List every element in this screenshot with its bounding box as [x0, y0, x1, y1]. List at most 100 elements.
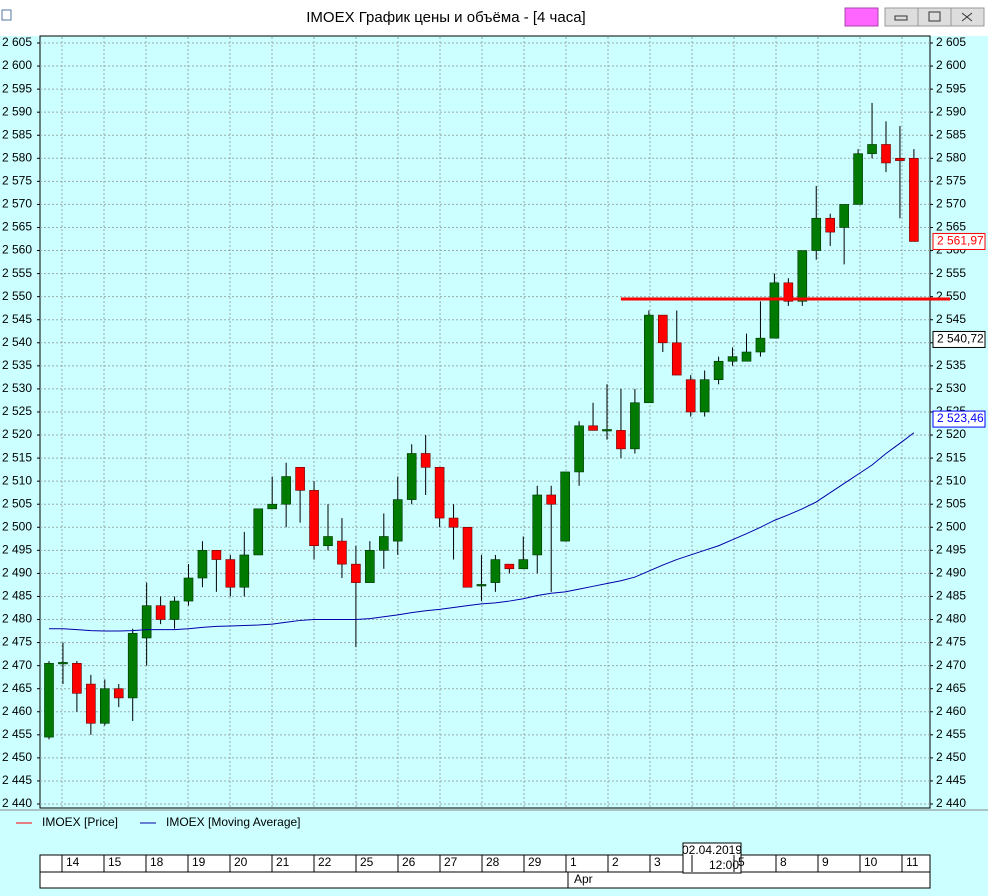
- y-tick-label: 2 510: [2, 473, 32, 487]
- candle-body: [741, 351, 752, 362]
- candle-body: [588, 425, 598, 431]
- y-tick-label: 2 590: [936, 104, 966, 118]
- y-tick-label: 2 535: [936, 358, 966, 372]
- minimize-button[interactable]: [884, 7, 919, 27]
- candle-body: [420, 453, 431, 468]
- candle-body: [783, 282, 794, 302]
- y-tick-label: 2 595: [936, 81, 966, 95]
- y-tick-label: 2 570: [936, 197, 966, 211]
- close-icon: [961, 12, 973, 22]
- price-label: 2 561,97: [937, 234, 984, 248]
- day-label: 21: [276, 855, 290, 869]
- candle-body: [727, 356, 738, 362]
- y-tick-label: 2 495: [936, 543, 966, 557]
- y-tick-label: 2 455: [2, 727, 32, 741]
- candle-body: [72, 663, 82, 694]
- y-tick-label: 2 600: [2, 58, 32, 72]
- candle-body: [351, 563, 361, 583]
- y-tick-label: 2 495: [2, 543, 32, 557]
- day-label: 3: [654, 855, 661, 869]
- candle-body: [281, 476, 291, 505]
- y-tick-label: 2 485: [936, 589, 966, 603]
- y-tick-label: 2 455: [936, 727, 966, 741]
- candle-body: [839, 204, 849, 228]
- y-tick-label: 2 550: [2, 289, 32, 303]
- y-tick-label: 2 475: [2, 635, 32, 649]
- y-tick-label: 2 520: [2, 427, 32, 441]
- y-tick-label: 2 595: [2, 81, 32, 95]
- y-tick-label: 2 555: [2, 266, 32, 280]
- y-tick-label: 2 540: [2, 335, 32, 349]
- y-tick-label: 2 535: [2, 358, 32, 372]
- candle-body: [574, 425, 584, 473]
- y-tick-label: 2 500: [2, 519, 32, 533]
- chart-layer: 2 440 2 440 2 445 2 445 2 450 2 450 2 455 2 455…: [2, 35, 986, 810]
- candle-body: [560, 471, 570, 542]
- candle-body: [267, 503, 278, 510]
- candle-body: [253, 508, 264, 556]
- y-tick-label: 2 565: [2, 220, 32, 234]
- day-label: 9: [822, 855, 829, 869]
- maximize-button[interactable]: [917, 7, 952, 27]
- price-label-box: [932, 410, 986, 428]
- candle-body: [295, 467, 305, 491]
- candle-body: [239, 554, 250, 588]
- candle-body: [532, 494, 543, 556]
- cursor-date: 02.04.2019: [682, 843, 742, 857]
- y-tick-label: 2 590: [2, 104, 32, 118]
- y-tick-label: 2 585: [2, 127, 32, 141]
- y-tick-label: 2 575: [936, 174, 966, 188]
- price-label: 2 523,46: [937, 411, 984, 425]
- candle-body: [448, 517, 459, 528]
- minimize-icon: [894, 15, 908, 21]
- y-tick-label: 2 490: [936, 566, 966, 580]
- y-tick-label: 2 445: [936, 773, 966, 787]
- y-tick-label: 2 480: [936, 612, 966, 626]
- cursor-time: 12:00: [709, 858, 739, 872]
- day-label: 1: [570, 855, 577, 869]
- candle-body: [602, 429, 612, 432]
- candle-body: [909, 158, 919, 242]
- y-tick-label: 2 440: [2, 796, 32, 810]
- y-tick-label: 2 450: [936, 750, 966, 764]
- price-label-box: [932, 232, 986, 250]
- day-label: 29: [528, 855, 542, 869]
- month-label: Apr: [574, 872, 593, 886]
- y-tick-label: 2 545: [2, 312, 32, 326]
- cursor-box: [682, 842, 742, 874]
- y-tick-label: 2 505: [936, 496, 966, 510]
- candle-body: [616, 430, 626, 450]
- candle-body: [867, 144, 877, 154]
- day-label: 22: [318, 855, 332, 869]
- candle-body: [113, 688, 124, 699]
- candle-body: [671, 342, 682, 376]
- candle-body: [141, 605, 152, 639]
- candle-body: [881, 144, 891, 164]
- window-icon: [1, 9, 12, 21]
- candle-body: [755, 337, 766, 353]
- candle-body: [657, 314, 668, 344]
- candle-body: [183, 577, 194, 602]
- y-tick-label: 2 460: [936, 704, 966, 718]
- y-tick-label: 2 480: [2, 612, 32, 626]
- y-tick-label: 2 485: [2, 589, 32, 603]
- day-label: 10: [864, 855, 878, 869]
- moving-average-line: [49, 432, 915, 632]
- y-tick-label: 2 465: [936, 681, 966, 695]
- y-tick-label: 2 500: [936, 519, 966, 533]
- link-button[interactable]: [844, 7, 879, 27]
- window-title: IMOEX График цены и объёма - [4 часа]: [306, 9, 585, 26]
- candle-body: [211, 550, 222, 560]
- y-tick-label: 2 580: [936, 150, 966, 164]
- plot-area: [39, 35, 931, 809]
- candle-body: [365, 550, 375, 583]
- candle-body: [490, 559, 501, 583]
- day-label: 5: [738, 855, 745, 869]
- candle-body: [100, 688, 110, 724]
- candle-body: [309, 490, 319, 547]
- day-label: 26: [402, 855, 416, 869]
- candle-body: [769, 282, 780, 339]
- y-tick-label: 2 555: [936, 266, 966, 280]
- candle-body: [197, 550, 208, 579]
